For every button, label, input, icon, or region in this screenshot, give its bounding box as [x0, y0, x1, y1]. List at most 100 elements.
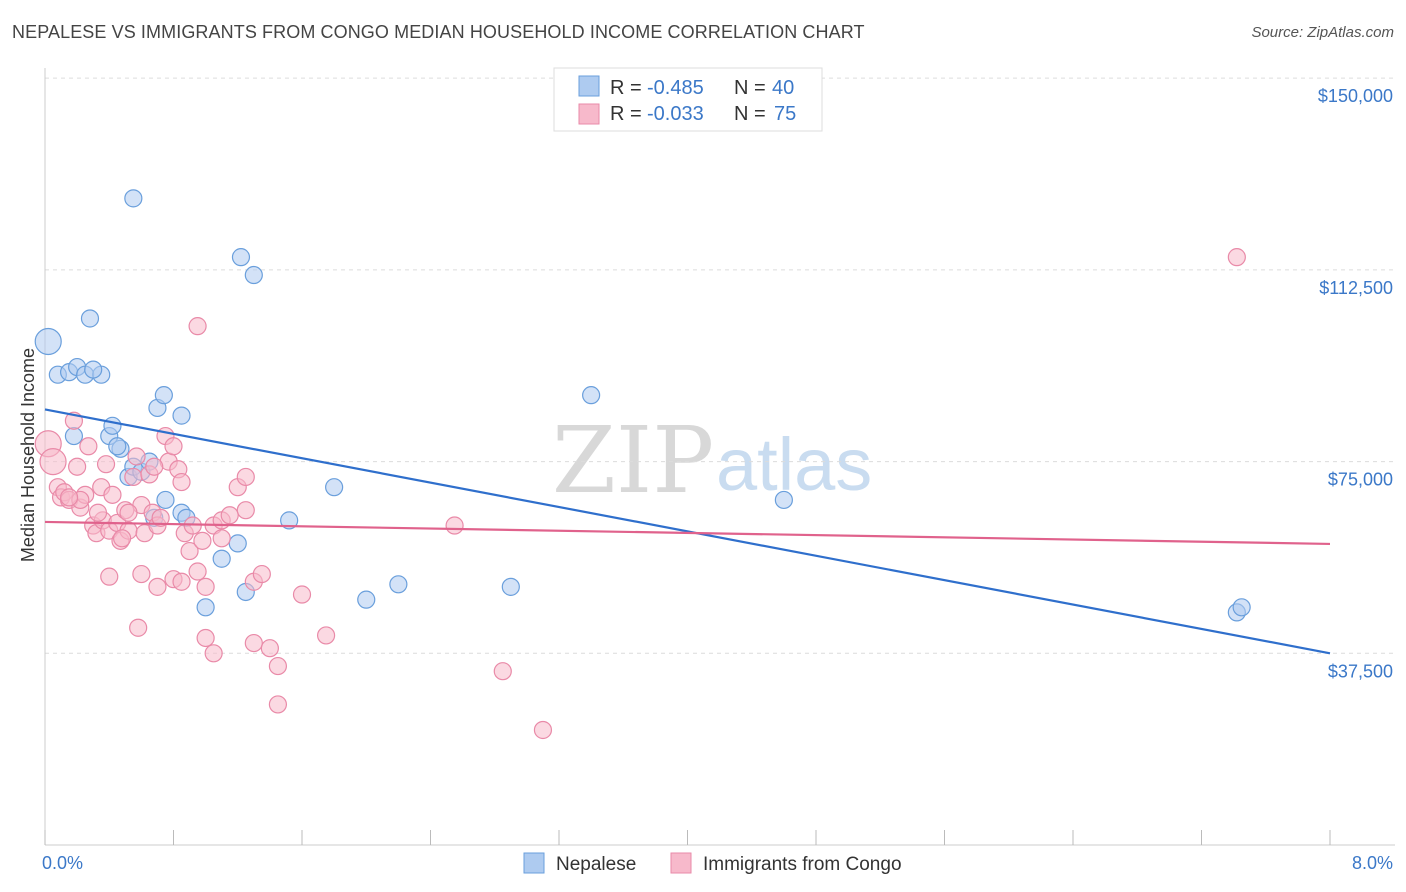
nepalese-point-21	[156, 490, 175, 510]
legend-r-value-2: -0.033	[647, 103, 704, 125]
congo-point-67	[1227, 248, 1246, 267]
congo-point-74	[212, 529, 231, 548]
y-axis-title: Median Household Income	[18, 348, 38, 562]
nepalese-point-35	[774, 490, 793, 510]
nepalese-point-30	[325, 478, 344, 497]
bottom-legend-congo: Immigrants from Congo	[703, 854, 902, 875]
x-tick-labels: 0.0% 8.0%	[42, 853, 1393, 873]
nepalese-trend-line	[44, 408, 1331, 655]
congo-point-45	[236, 467, 255, 487]
congo-point-51	[132, 564, 151, 584]
congo-point-65	[533, 720, 553, 740]
nepalese-point-37	[1232, 598, 1251, 617]
nepalese-point-0	[34, 327, 62, 356]
nepalese-point-34	[582, 386, 601, 405]
nepalese-point-39	[108, 437, 127, 456]
watermark-atlas: atlas	[716, 423, 872, 506]
nepalese-point-26	[212, 549, 231, 568]
chart-title: NEPALESE VS IMMIGRANTS FROM CONGO MEDIAN…	[12, 22, 865, 42]
congo-point-43	[220, 506, 239, 525]
series-legend: Nepalese Immigrants from Congo	[523, 852, 902, 875]
legend-n-value-1: 40	[772, 77, 794, 99]
nepalese-point-7	[80, 309, 100, 328]
congo-point-63	[445, 516, 464, 535]
legend-n-value-2: 75	[774, 103, 796, 125]
trend-lines	[44, 408, 1331, 655]
congo-point-10	[79, 437, 98, 456]
congo-point-52	[100, 567, 119, 586]
y-tick-label-2: $112,500	[1319, 278, 1393, 298]
bottom-swatch-congo	[670, 852, 692, 874]
nepalese-point-16	[154, 386, 173, 405]
congo-point-60	[292, 585, 312, 604]
congo-point-34	[172, 472, 191, 492]
congo-point-59	[268, 695, 288, 714]
nepalese-point-9	[103, 416, 122, 435]
nepalese-point-6	[64, 426, 84, 446]
congo-point-70	[88, 503, 108, 522]
congo-point-58	[268, 656, 288, 676]
watermark-zip: ZIP	[552, 407, 714, 514]
nepalese-points	[34, 189, 1251, 622]
congo-point-23	[127, 447, 146, 466]
source-label: Source: ZipAtlas.com	[1251, 24, 1394, 41]
congo-point-69	[59, 488, 79, 507]
congo-point-47	[252, 564, 271, 584]
congo-point-66	[188, 317, 207, 336]
nepalese-point-18	[124, 189, 143, 208]
y-tick-labels: $37,500 $75,000 $112,500 $150,000	[1318, 86, 1393, 681]
congo-point-56	[244, 633, 263, 653]
nepalese-point-27	[196, 598, 215, 617]
congo-point-39	[193, 531, 212, 550]
congo-point-50	[148, 577, 167, 596]
congo-point-1	[39, 448, 67, 476]
gridlines	[45, 77, 1395, 654]
bottom-swatch-nepalese	[523, 852, 545, 874]
congo-point-15	[96, 455, 116, 474]
nepalese-point-32	[389, 575, 408, 594]
congo-trend-line	[44, 520, 1331, 546]
congo-point-38	[188, 562, 207, 581]
legend-r-label-1: R =	[610, 77, 642, 99]
congo-point-29	[151, 508, 170, 527]
x-tick-label-0: 0.0%	[42, 853, 83, 873]
congo-point-53	[129, 618, 148, 637]
bottom-legend-nepalese: Nepalese	[556, 854, 636, 875]
congo-point-40	[196, 577, 215, 596]
legend-swatch-nepalese	[578, 75, 600, 97]
congo-point-55	[204, 644, 223, 663]
nepalese-point-29	[280, 511, 299, 530]
nepalese-point-20	[244, 265, 263, 285]
nepalese-point-38	[84, 360, 103, 379]
congo-point-49	[172, 572, 191, 591]
legend-n-label-1: N =	[734, 77, 766, 99]
congo-point-64	[493, 662, 512, 681]
congo-point-17	[103, 485, 122, 504]
congo-point-73	[145, 457, 164, 476]
congo-point-61	[316, 626, 336, 645]
nepalese-point-17	[172, 406, 191, 425]
congo-point-72	[119, 503, 138, 522]
x-tick-label-1: 8.0%	[1352, 853, 1393, 873]
correlation-legend: R = -0.485 N = 40 R = -0.033 N = 75	[553, 67, 823, 132]
congo-point-62	[236, 501, 255, 520]
y-tick-label-1: $75,000	[1328, 470, 1393, 490]
congo-point-36	[180, 541, 199, 561]
y-tick-label-0: $37,500	[1328, 661, 1393, 681]
congo-point-22	[124, 467, 143, 487]
nepalese-point-33	[501, 577, 520, 596]
nepalese-point-25	[228, 534, 247, 553]
legend-swatch-congo	[578, 103, 600, 125]
legend-r-label-2: R =	[610, 103, 642, 125]
nepalese-point-19	[231, 248, 251, 267]
congo-points	[34, 248, 1246, 740]
congo-point-32	[164, 437, 183, 456]
congo-point-57	[260, 639, 279, 658]
congo-point-54	[196, 628, 215, 648]
congo-point-71	[112, 529, 132, 548]
legend-n-label-2: N =	[734, 103, 766, 125]
y-tick-label-3: $150,000	[1318, 86, 1393, 106]
legend-r-value-1: -0.485	[647, 77, 704, 99]
congo-point-7	[68, 457, 87, 476]
